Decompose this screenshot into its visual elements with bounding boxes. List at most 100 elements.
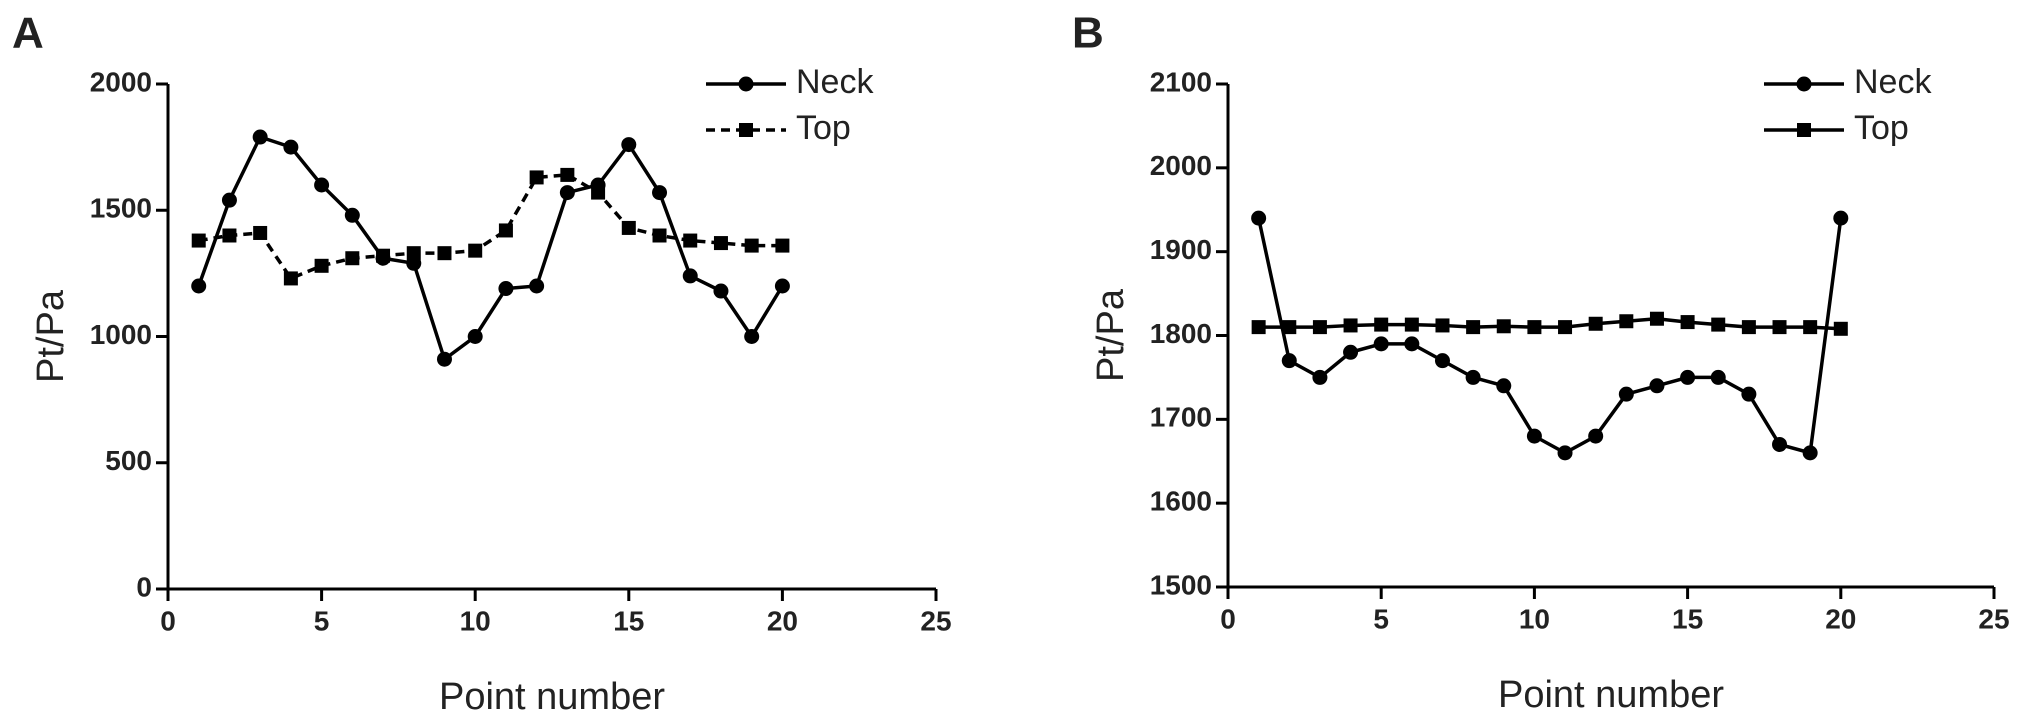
x-tick-label: 20 — [767, 605, 798, 636]
data-point — [467, 329, 483, 344]
data-point — [775, 238, 790, 253]
data-point — [1282, 320, 1297, 335]
data-point — [713, 236, 728, 251]
data-point — [682, 268, 698, 284]
data-point — [253, 225, 268, 240]
x-tick-label: 15 — [1672, 603, 1703, 634]
data-point — [560, 167, 575, 182]
data-point — [621, 220, 636, 235]
data-point — [1803, 320, 1818, 335]
data-point — [1251, 320, 1266, 335]
data-point — [559, 185, 575, 201]
y-tick-label: 0 — [136, 571, 152, 602]
data-point — [1281, 353, 1297, 369]
data-point — [221, 192, 237, 208]
data-point — [529, 278, 545, 294]
legend-label: Neck — [1854, 63, 1932, 101]
data-point — [1343, 318, 1358, 333]
data-point — [1373, 336, 1389, 352]
data-point — [1465, 369, 1481, 385]
data-point — [652, 185, 668, 201]
data-point — [744, 329, 760, 344]
data-point — [191, 278, 207, 294]
data-point — [376, 248, 391, 263]
y-tick-label: 1000 — [90, 319, 152, 350]
data-point — [1649, 311, 1664, 326]
data-point — [1680, 315, 1695, 330]
y-tick-label: 1600 — [1150, 486, 1212, 517]
y-tick-label: 1500 — [1150, 569, 1212, 600]
x-tick-label: 20 — [1825, 603, 1856, 634]
data-point — [1772, 320, 1787, 335]
data-point — [436, 351, 452, 367]
x-tick-label: 25 — [920, 605, 951, 636]
x-axis-label: Point number — [439, 676, 665, 718]
x-tick-label: 5 — [314, 605, 330, 636]
legend-marker — [738, 76, 754, 92]
data-point — [1404, 317, 1419, 332]
x-tick-label: 10 — [460, 605, 491, 636]
data-point — [1496, 378, 1512, 394]
y-tick-label: 2100 — [1150, 66, 1212, 97]
data-point — [1802, 445, 1818, 461]
data-point — [1251, 210, 1267, 226]
data-point — [1711, 317, 1726, 332]
data-point — [345, 251, 360, 266]
y-tick-label: 2000 — [1150, 150, 1212, 181]
data-point — [1343, 344, 1359, 360]
series-line — [198, 173, 783, 281]
legend-marker — [1797, 123, 1811, 137]
data-point — [191, 233, 206, 248]
panel-label: A — [12, 9, 44, 58]
data-point — [1558, 320, 1573, 335]
x-tick-label: 15 — [613, 605, 644, 636]
data-point — [283, 139, 299, 155]
data-point — [222, 228, 237, 243]
data-point — [621, 137, 637, 153]
data-point — [1312, 369, 1328, 385]
data-point — [744, 238, 759, 253]
data-point — [344, 207, 360, 223]
legend-label: Top — [1854, 109, 1909, 147]
data-point — [713, 283, 729, 299]
x-tick-label: 25 — [1978, 603, 2009, 634]
data-point — [468, 243, 483, 258]
y-tick-label: 1500 — [90, 193, 152, 224]
data-point — [1404, 336, 1420, 352]
x-axis-label: Point number — [1498, 674, 1724, 716]
data-point — [1374, 317, 1389, 332]
data-point — [1680, 369, 1696, 385]
data-point — [652, 228, 667, 243]
x-tick-label: 5 — [1373, 603, 1389, 634]
data-point — [683, 233, 698, 248]
data-point — [437, 246, 452, 261]
y-tick-label: 500 — [105, 445, 152, 476]
data-point — [1833, 210, 1849, 226]
data-point — [314, 258, 329, 273]
data-point — [1833, 321, 1848, 336]
y-tick-label: 1900 — [1150, 234, 1212, 265]
series-line — [1256, 217, 1843, 456]
legend-marker — [739, 123, 753, 137]
data-point — [1466, 320, 1481, 335]
x-tick-label: 0 — [160, 605, 176, 636]
data-point — [1772, 436, 1788, 452]
y-tick-label: 1800 — [1150, 318, 1212, 349]
series-line — [197, 134, 784, 363]
data-point — [1588, 428, 1604, 444]
data-point — [498, 223, 513, 238]
data-point — [529, 170, 544, 185]
data-point — [591, 185, 606, 200]
y-axis-label: Pt/Pa — [30, 289, 72, 383]
data-point — [498, 281, 514, 297]
data-point — [774, 278, 790, 294]
y-axis-label: Pt/Pa — [1090, 288, 1132, 382]
data-point — [1649, 378, 1665, 394]
x-tick-label: 10 — [1519, 603, 1550, 634]
data-point — [1527, 320, 1542, 335]
legend-label: Neck — [796, 63, 874, 101]
data-point — [283, 271, 298, 286]
data-point — [1435, 318, 1450, 333]
legend-marker — [1796, 76, 1812, 92]
